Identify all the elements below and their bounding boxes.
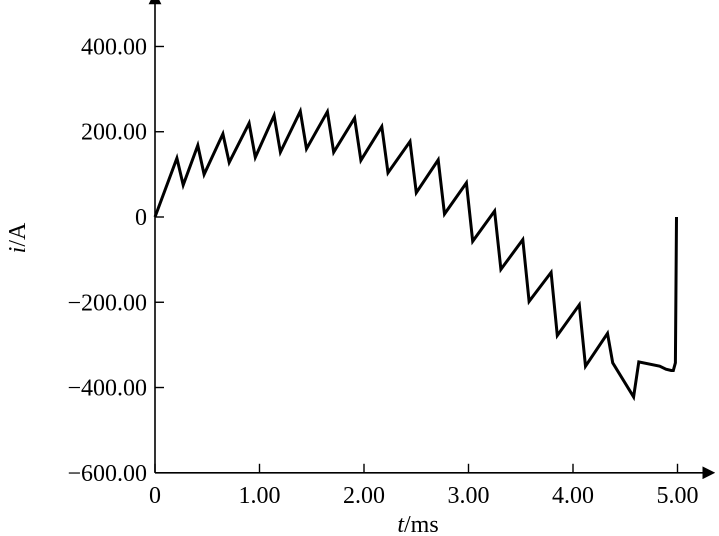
y-tick-label: −400.00 xyxy=(67,376,147,402)
y-axis-label-unit: /A xyxy=(5,222,31,247)
y-axis-label-symbol: i xyxy=(5,247,31,254)
y-tick-label: 400.00 xyxy=(81,34,147,60)
y-tick-label: −600.00 xyxy=(67,461,147,487)
current-waveform-line xyxy=(153,106,678,402)
x-axis-label-symbol: t xyxy=(397,512,405,536)
x-tick-label: 1.00 xyxy=(239,483,281,509)
x-tick-label: 2.00 xyxy=(343,483,385,509)
y-tick-label: 200.00 xyxy=(81,120,147,146)
x-axis-label: t/ms xyxy=(397,512,438,536)
y-tick-label: −200.00 xyxy=(67,290,147,316)
x-tick-label: 0 xyxy=(149,483,161,509)
x-tick-label: 5.00 xyxy=(657,483,699,509)
y-axis-label: i/A xyxy=(5,222,31,253)
y-tick-label: 0 xyxy=(135,205,147,231)
x-tick-label: 3.00 xyxy=(448,483,490,509)
x-tick-label: 4.00 xyxy=(552,483,594,509)
series-layer xyxy=(153,106,678,402)
axes xyxy=(148,0,716,480)
x-axis-label-unit: /ms xyxy=(404,512,439,536)
